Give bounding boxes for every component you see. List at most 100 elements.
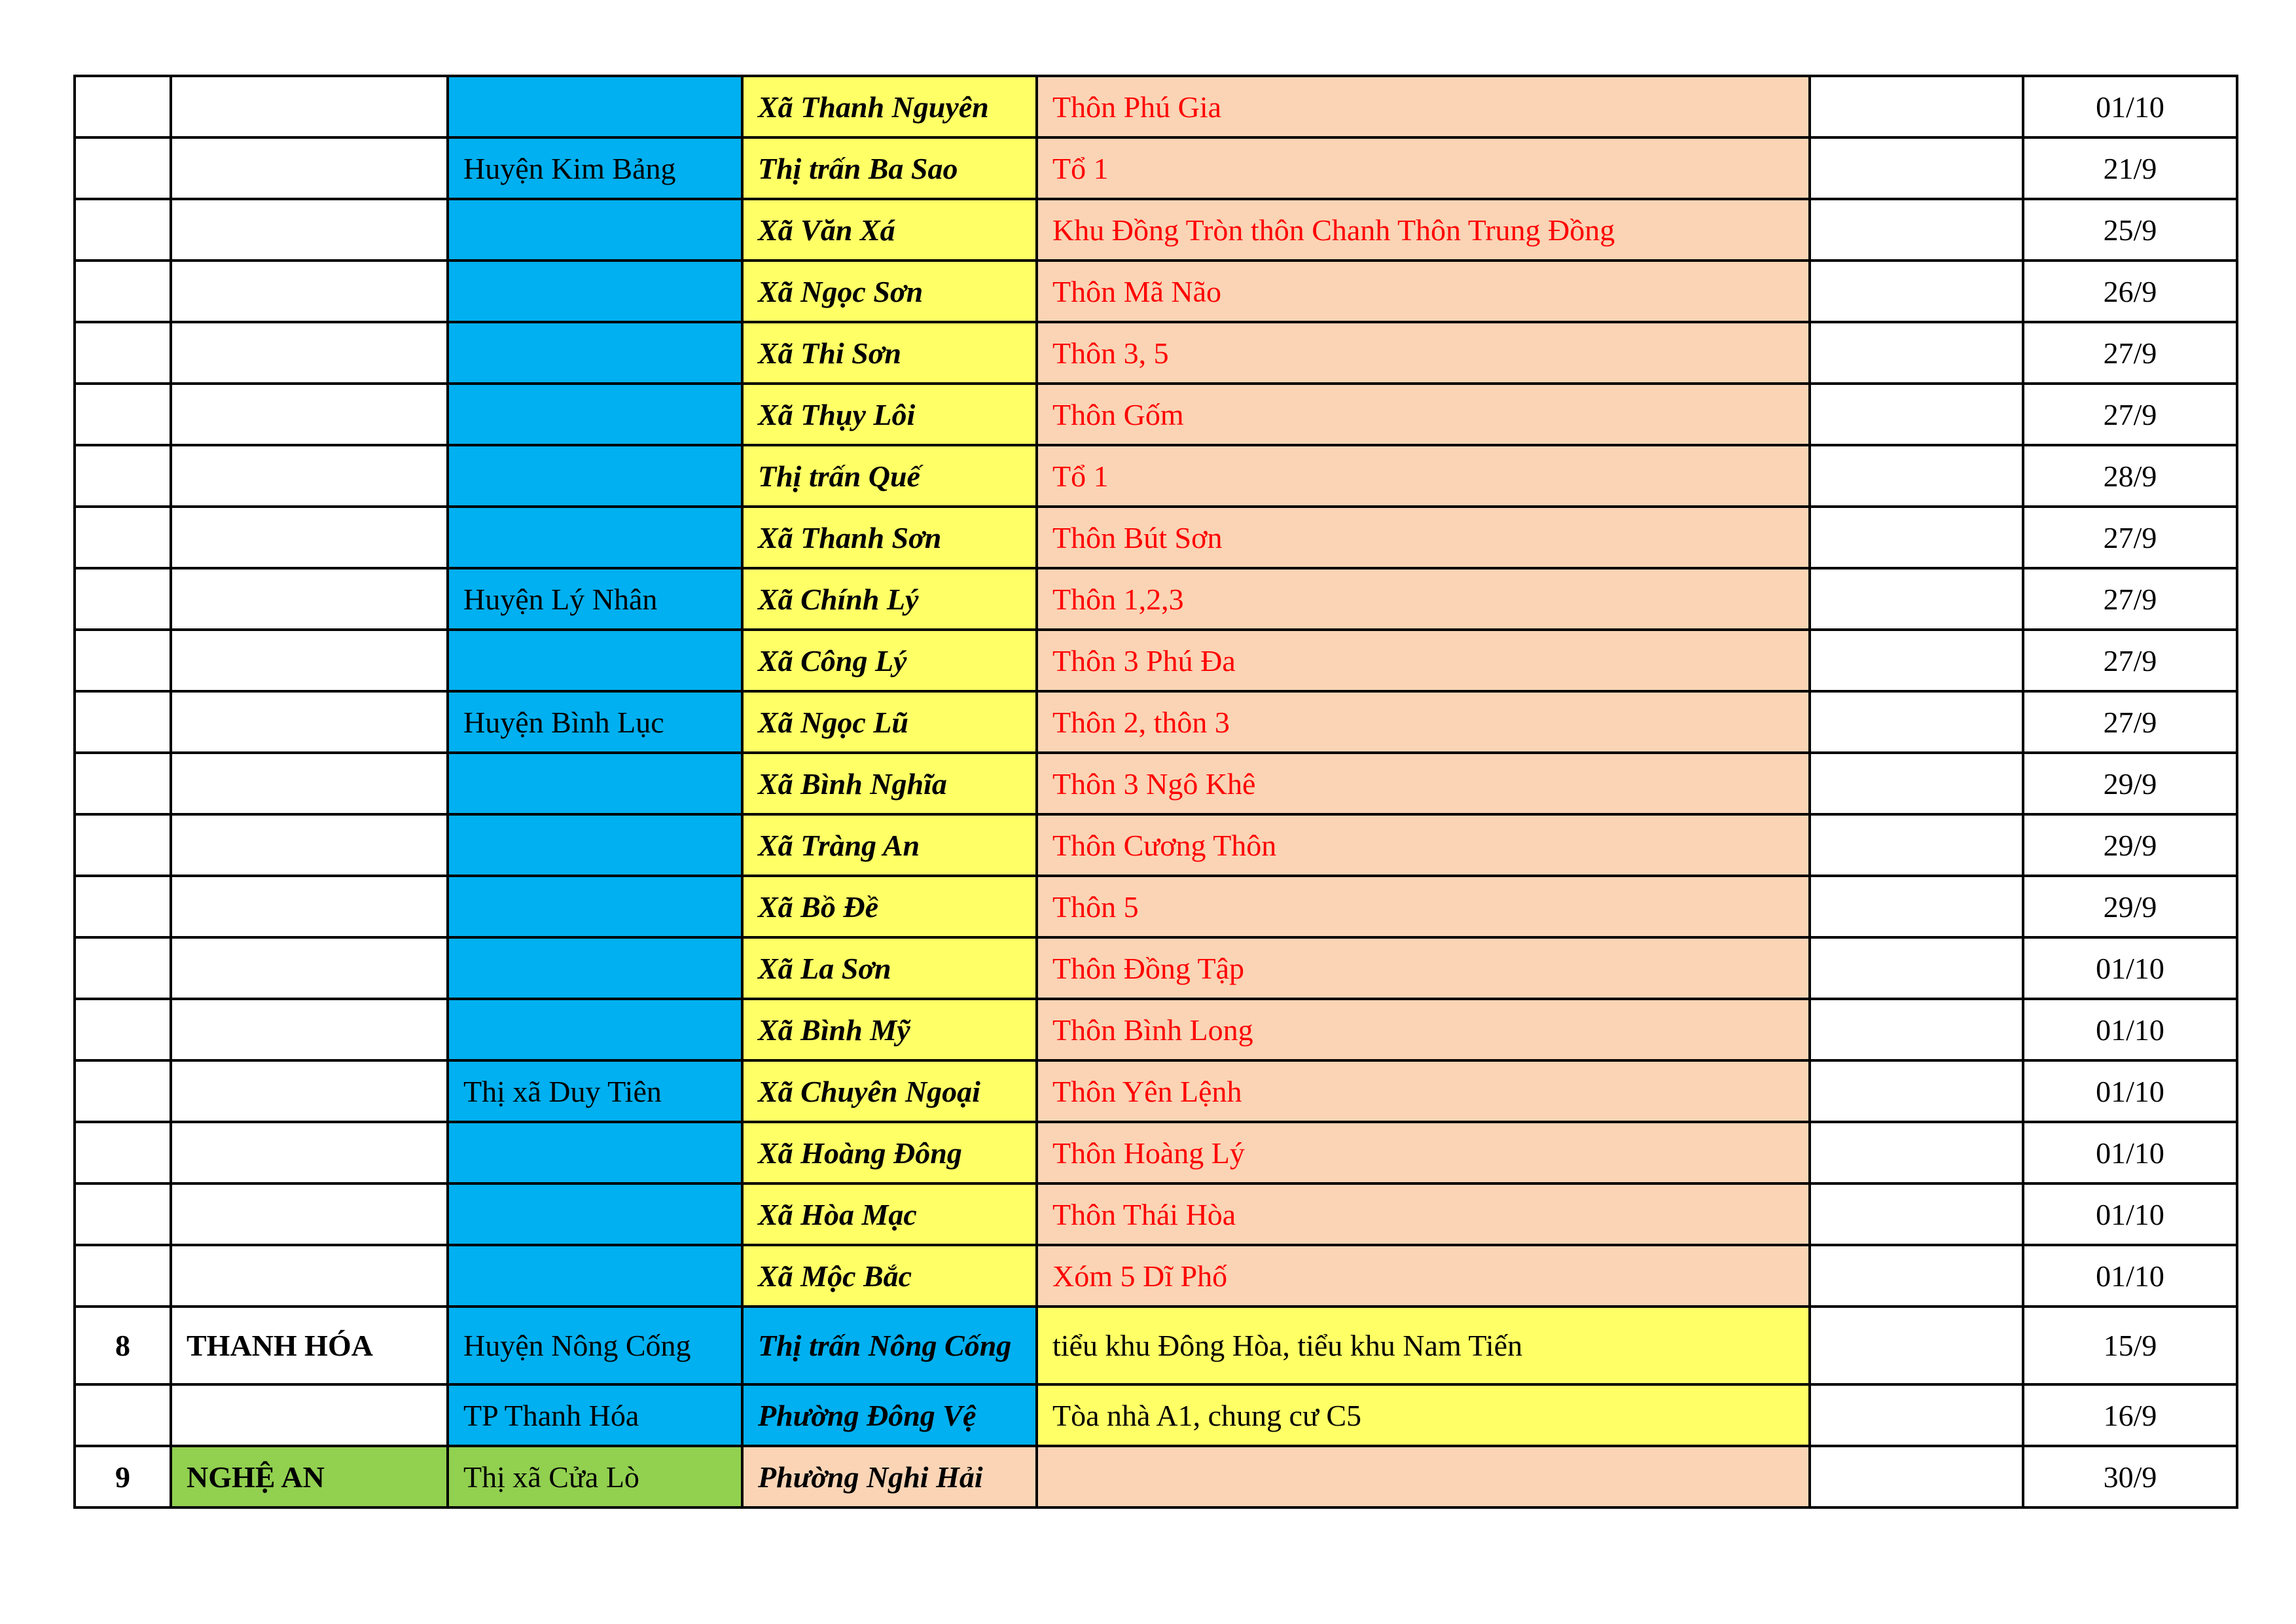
district-cell: Huyện Nông Cống <box>446 1305 744 1386</box>
province-cell <box>170 567 449 631</box>
commune-cell: Xã Văn Xá <box>741 198 1038 262</box>
date-cell: 29/9 <box>2022 751 2238 816</box>
village-cell: Thôn Cương Thôn <box>1035 813 1811 877</box>
commune-cell: Xã Bình Nghĩa <box>741 751 1038 816</box>
table-row: 9 NGHỆ AN Thị xã Cửa Lò Phường Nghi Hải 30/9 <box>73 1445 2238 1509</box>
empty-cell <box>1808 1305 2024 1386</box>
village-cell: Thôn Bút Sơn <box>1035 505 1811 569</box>
province-cell <box>170 1244 449 1308</box>
village-cell: Thôn Bình Long <box>1035 998 1811 1062</box>
district-cell <box>446 75 744 139</box>
commune-cell: Xã Thanh Nguyên <box>741 75 1038 139</box>
commune-cell: Xã Thụy Lôi <box>741 382 1038 446</box>
province-cell <box>170 136 449 200</box>
empty-cell <box>1808 998 2024 1062</box>
province-cell <box>170 444 449 508</box>
commune-cell: Xã La Sơn <box>741 936 1038 1000</box>
district-cell <box>446 998 744 1062</box>
commune-cell: Xã Chính Lý <box>741 567 1038 631</box>
table-row: Huyện Lý Nhân Xã Chính Lý Thôn 1,2,3 27/9 <box>73 567 2238 631</box>
village-cell: Thôn 3, 5 <box>1035 321 1811 385</box>
village-cell: Thôn Mã Não <box>1035 259 1811 323</box>
commune-cell: Xã Thanh Sơn <box>741 505 1038 569</box>
district-cell <box>446 444 744 508</box>
date-cell: 27/9 <box>2022 690 2238 754</box>
row-number-cell <box>73 690 172 754</box>
table-row: Xã Hoàng Đông Thôn Hoàng Lý 01/10 <box>73 1121 2238 1185</box>
row-number-cell <box>73 567 172 631</box>
village-cell: Thôn 3 Phú Đa <box>1035 628 1811 693</box>
district-cell: Thị xã Duy Tiên <box>446 1059 744 1123</box>
province-cell: NGHỆ AN <box>170 1445 449 1509</box>
district-cell <box>446 1182 744 1246</box>
table-row: Xã Bình Mỹ Thôn Bình Long 01/10 <box>73 998 2238 1062</box>
empty-cell <box>1808 1383 2024 1447</box>
empty-cell <box>1808 198 2024 262</box>
village-cell: Tổ 1 <box>1035 444 1811 508</box>
commune-cell: Xã Chuyên Ngoại <box>741 1059 1038 1123</box>
village-cell: Xóm 5 Dĩ Phố <box>1035 1244 1811 1308</box>
row-number-cell <box>73 751 172 816</box>
table-row: Xã Ngọc Sơn Thôn Mã Não 26/9 <box>73 259 2238 323</box>
row-number-cell <box>73 1244 172 1308</box>
empty-cell <box>1808 505 2024 569</box>
commune-cell: Xã Ngọc Sơn <box>741 259 1038 323</box>
province-cell <box>170 75 449 139</box>
row-number-cell <box>73 505 172 569</box>
date-cell: 25/9 <box>2022 198 2238 262</box>
province-cell <box>170 813 449 877</box>
table-row: Thị trấn Quế Tổ 1 28/9 <box>73 444 2238 508</box>
row-number-cell <box>73 936 172 1000</box>
date-cell: 27/9 <box>2022 567 2238 631</box>
empty-cell <box>1808 321 2024 385</box>
commune-cell: Xã Bồ Đề <box>741 875 1038 939</box>
province-cell <box>170 382 449 446</box>
district-cell <box>446 875 744 939</box>
village-cell: Thôn Yên Lệnh <box>1035 1059 1811 1123</box>
table-row: Xã Công Lý Thôn 3 Phú Đa 27/9 <box>73 628 2238 693</box>
table-row: Xã Bồ Đề Thôn 5 29/9 <box>73 875 2238 939</box>
district-cell: TP Thanh Hóa <box>446 1383 744 1447</box>
empty-cell <box>1808 1059 2024 1123</box>
row-number-cell <box>73 321 172 385</box>
commune-cell: Xã Hoàng Đông <box>741 1121 1038 1185</box>
village-cell: Thôn Đồng Tập <box>1035 936 1811 1000</box>
commune-cell: Xã Hòa Mạc <box>741 1182 1038 1246</box>
row-number-cell <box>73 1383 172 1447</box>
row-number-cell <box>73 136 172 200</box>
empty-cell <box>1808 628 2024 693</box>
date-cell: 27/9 <box>2022 321 2238 385</box>
district-cell: Huyện Bình Lục <box>446 690 744 754</box>
village-cell: Thôn 1,2,3 <box>1035 567 1811 631</box>
row-number-cell <box>73 1059 172 1123</box>
village-cell: tiểu khu Đông Hòa, tiểu khu Nam Tiến <box>1035 1305 1811 1386</box>
district-cell <box>446 936 744 1000</box>
empty-cell <box>1808 259 2024 323</box>
commune-cell: Xã Ngọc Lũ <box>741 690 1038 754</box>
village-cell: Tổ 1 <box>1035 136 1811 200</box>
date-cell: 30/9 <box>2022 1445 2238 1509</box>
province-cell <box>170 690 449 754</box>
row-number-cell <box>73 259 172 323</box>
row-number-cell <box>73 875 172 939</box>
table-row: Xã Thanh Nguyên Thôn Phú Gia 01/10 <box>73 75 2238 139</box>
empty-cell <box>1808 751 2024 816</box>
province-cell <box>170 875 449 939</box>
village-cell: Tòa nhà A1, chung cư C5 <box>1035 1383 1811 1447</box>
province-cell <box>170 1182 449 1246</box>
row-number-cell <box>73 998 172 1062</box>
date-cell: 01/10 <box>2022 998 2238 1062</box>
commune-cell: Xã Bình Mỹ <box>741 998 1038 1062</box>
row-number-cell <box>73 813 172 877</box>
empty-cell <box>1808 382 2024 446</box>
empty-cell <box>1808 936 2024 1000</box>
empty-cell <box>1808 75 2024 139</box>
empty-cell <box>1808 567 2024 631</box>
district-cell <box>446 813 744 877</box>
village-cell: Khu Đồng Tròn thôn Chanh Thôn Trung Đồng <box>1035 198 1811 262</box>
province-cell <box>170 751 449 816</box>
village-cell: Thôn Hoàng Lý <box>1035 1121 1811 1185</box>
row-number-cell <box>73 198 172 262</box>
province-cell: THANH HÓA <box>170 1305 449 1386</box>
table-row: Xã Mộc Bắc Xóm 5 Dĩ Phố 01/10 <box>73 1244 2238 1308</box>
